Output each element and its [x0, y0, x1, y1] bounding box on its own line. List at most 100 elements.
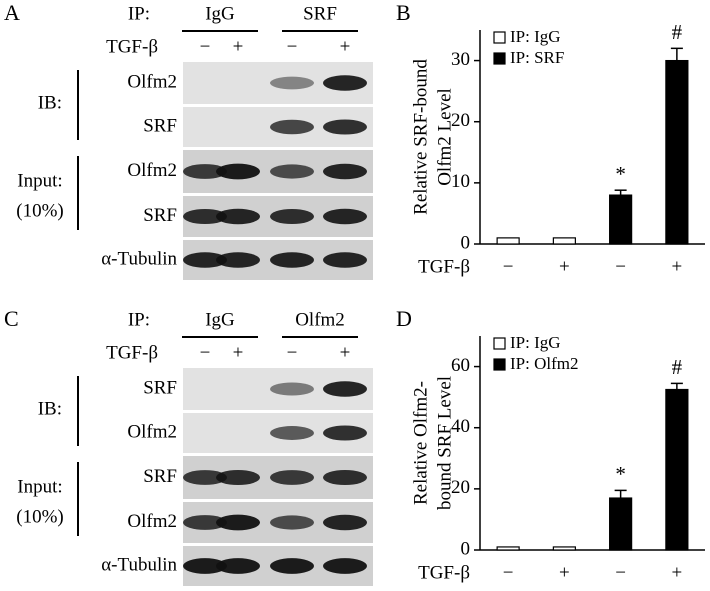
ip-label: IP:: [128, 309, 150, 330]
y-tick-label: 60: [451, 355, 470, 376]
blot-band: [183, 208, 227, 225]
y-tick-label: 30: [451, 49, 470, 70]
treatment-sign: −: [200, 342, 211, 363]
blot-band: [270, 76, 314, 90]
group-label: IgG: [205, 309, 235, 330]
blot-band: [216, 252, 260, 268]
blot-band: [270, 426, 314, 440]
blot-band: [216, 208, 260, 225]
x-tick-label: −: [615, 562, 626, 583]
y-tick-label: 0: [461, 538, 471, 559]
blot-band: [270, 252, 314, 268]
blot-band: [216, 558, 260, 574]
panel-label: C: [4, 306, 19, 331]
panel-label: D: [396, 306, 412, 331]
y-axis-label: Relative SRF-bound: [410, 59, 431, 215]
bar: [552, 546, 576, 551]
ib-label: IB:: [38, 92, 62, 113]
x-tick-label: +: [672, 562, 683, 583]
ip-label: IP:: [128, 3, 150, 24]
blot-band: [323, 425, 367, 441]
blot-band: [270, 470, 314, 485]
significance-marker: #: [672, 20, 683, 44]
bar: [496, 237, 520, 245]
blot-band: [183, 252, 227, 268]
treatment-sign: −: [200, 36, 211, 57]
blot-band: [323, 208, 367, 225]
row-label: SRF: [143, 205, 177, 226]
row-label: SRF: [143, 466, 177, 487]
blot-band: [216, 163, 260, 180]
legend-swatch: [493, 52, 506, 65]
blot-band: [183, 515, 227, 530]
blot-band: [323, 469, 367, 486]
y-tick-label: 0: [461, 232, 471, 253]
x-tick-label: −: [503, 562, 514, 583]
x-tick-label: +: [559, 256, 570, 277]
blot-band: [216, 469, 260, 486]
blot-band: [323, 252, 367, 268]
row-label: SRF: [143, 377, 177, 398]
x-tick-label: −: [615, 256, 626, 277]
legend-label: IP: SRF: [510, 48, 564, 67]
y-tick-label: 10: [451, 171, 470, 192]
panel-label: B: [396, 0, 411, 25]
ib-label: IB:: [38, 398, 62, 419]
blot-band: [270, 515, 314, 530]
bar: [552, 237, 576, 245]
blot-band: [323, 75, 367, 91]
bar: [665, 388, 689, 551]
group-label: Olfm2: [295, 309, 345, 330]
treatment-sign: +: [340, 36, 351, 57]
significance-marker: #: [672, 355, 683, 379]
row-label: Olfm2: [127, 160, 177, 181]
input-label: Input:: [17, 476, 62, 497]
treatment-label: TGF-β: [106, 342, 158, 363]
legend-label: IP: Olfm2: [510, 354, 578, 373]
legend-swatch: [493, 358, 506, 371]
y-axis-label: Olfm2 Level: [434, 88, 455, 186]
blot-band: [270, 208, 314, 225]
x-tick-label: +: [559, 562, 570, 583]
legend-swatch: [493, 337, 506, 350]
row-label: Olfm2: [127, 71, 177, 92]
blot-band: [323, 163, 367, 180]
x-tick-label: +: [672, 256, 683, 277]
treatment-sign: −: [287, 342, 298, 363]
blot-band: [270, 558, 314, 574]
y-tick-label: 40: [451, 416, 470, 437]
significance-marker: *: [615, 462, 626, 486]
legend-label: IP: IgG: [510, 333, 561, 352]
y-tick-label: 20: [451, 477, 470, 498]
row-label: Olfm2: [127, 511, 177, 532]
x-axis-label: TGF-β: [418, 562, 470, 583]
panel-label: A: [4, 0, 20, 25]
blot-band: [183, 470, 227, 485]
group-label: SRF: [303, 3, 337, 24]
input-sublabel: (10%): [16, 506, 63, 527]
bar: [609, 497, 633, 551]
significance-marker: *: [615, 162, 626, 186]
row-label: α-Tubulin: [101, 248, 177, 269]
treatment-sign: +: [233, 36, 244, 57]
y-tick-label: 20: [451, 110, 470, 131]
bar: [609, 194, 633, 245]
bar: [496, 546, 520, 551]
blot-band: [270, 382, 314, 396]
bar: [665, 59, 689, 245]
input-label: Input:: [17, 170, 62, 191]
treatment-sign: +: [233, 342, 244, 363]
blot-band: [216, 514, 260, 531]
treatment-sign: −: [287, 36, 298, 57]
legend-swatch: [493, 31, 506, 44]
blot-band: [323, 514, 367, 531]
blot-band: [323, 558, 367, 574]
x-tick-label: −: [503, 256, 514, 277]
treatment-sign: +: [340, 342, 351, 363]
row-label: SRF: [143, 115, 177, 136]
blot-band: [183, 164, 227, 179]
blot-band: [183, 558, 227, 574]
y-axis-label: Relative Olfm2-: [410, 381, 431, 505]
input-sublabel: (10%): [16, 200, 63, 221]
